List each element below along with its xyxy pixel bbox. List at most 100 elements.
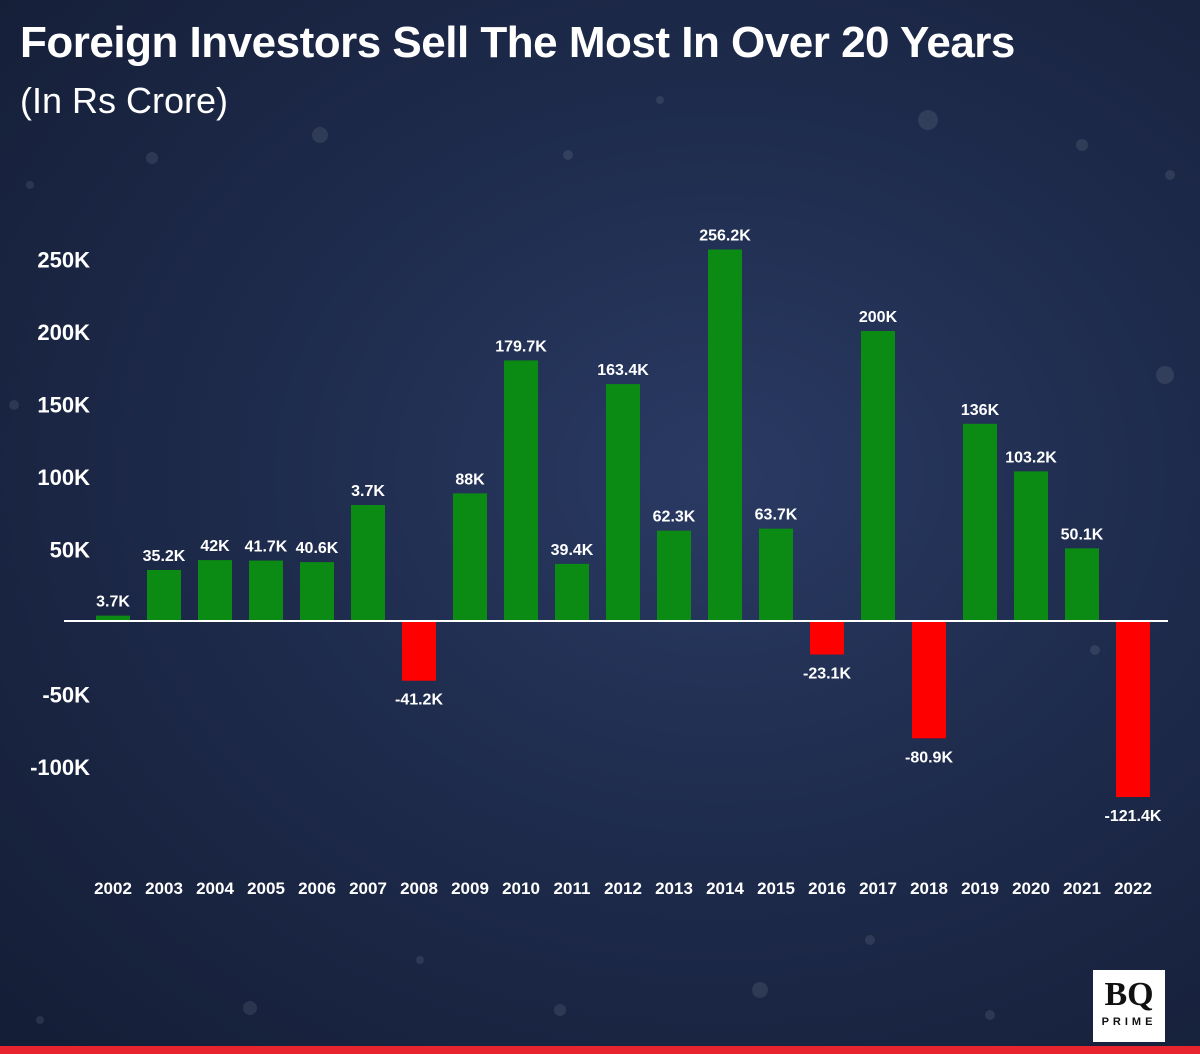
y-tick-label: 50K xyxy=(50,538,90,563)
x-tick-label-2017: 2017 xyxy=(859,879,897,898)
x-tick-label-2011: 2011 xyxy=(554,879,591,898)
bokeh-dot xyxy=(416,956,424,964)
bar-2022 xyxy=(1116,621,1150,798)
logo-mark: BQ xyxy=(1104,976,1154,1013)
chart-subtitle: (In Rs Crore) xyxy=(20,80,229,121)
bokeh-dot xyxy=(865,935,875,945)
background-bokeh xyxy=(9,96,1175,1024)
bokeh-dot xyxy=(656,96,664,104)
x-tick-label-2016: 2016 xyxy=(808,879,846,898)
data-label-2003: 35.2K xyxy=(143,548,186,565)
x-tick-label-2005: 2005 xyxy=(247,879,285,898)
data-label-2020: 103.2K xyxy=(1005,449,1057,466)
data-label-2004: 42K xyxy=(200,538,230,555)
bokeh-dot xyxy=(563,150,573,160)
bar-2020 xyxy=(1014,471,1048,621)
x-tick-label-2012: 2012 xyxy=(604,879,642,898)
data-label-2009: 88K xyxy=(455,471,485,488)
x-tick-label-2010: 2010 xyxy=(502,879,540,898)
bar-2002 xyxy=(96,615,130,621)
x-tick-label-2009: 2009 xyxy=(451,879,489,898)
bokeh-dot xyxy=(554,1004,566,1016)
bokeh-dot xyxy=(26,181,34,189)
bokeh-dot xyxy=(1090,645,1100,655)
y-tick-label: 200K xyxy=(37,320,90,345)
bar-2015 xyxy=(759,528,793,621)
bokeh-dot xyxy=(36,1016,44,1024)
bar-2019 xyxy=(963,423,997,621)
bar-2007 xyxy=(351,505,385,621)
bq-prime-logo: BQ PRIME xyxy=(1093,970,1165,1042)
x-tick-label-2021: 2021 xyxy=(1063,879,1101,898)
x-tick-label-2007: 2007 xyxy=(349,879,387,898)
x-tick-label-2004: 2004 xyxy=(196,879,234,898)
data-label-2017: 200K xyxy=(859,309,898,326)
bokeh-dot xyxy=(918,110,938,130)
x-tick-label-2015: 2015 xyxy=(757,879,795,898)
bars-group xyxy=(96,249,1150,798)
x-tick-label-2014: 2014 xyxy=(706,879,744,898)
bar-2009 xyxy=(453,493,487,621)
data-label-2006: 40.6K xyxy=(296,540,339,557)
bar-2005 xyxy=(249,560,283,621)
bokeh-dot xyxy=(1076,139,1088,151)
bar-2004 xyxy=(198,560,232,621)
bar-2006 xyxy=(300,562,334,621)
bar-2013 xyxy=(657,530,691,621)
bar-2012 xyxy=(606,384,640,621)
bottom-accent-bar xyxy=(0,1046,1200,1054)
bokeh-dot xyxy=(1165,170,1175,180)
logo-subtext: PRIME xyxy=(1101,1016,1157,1028)
bar-2008 xyxy=(402,621,436,681)
x-axis-ticks: 2002 2003 2004 2005 2006 2007 2008 2009 2010 2011… xyxy=(94,879,1152,898)
data-label-2012: 163.4K xyxy=(597,362,649,379)
x-tick-label-2002: 2002 xyxy=(94,879,132,898)
bokeh-dot xyxy=(985,1010,995,1020)
bar-2011 xyxy=(555,563,589,621)
data-label-2014: 256.2K xyxy=(699,228,751,245)
x-tick-label-2020: 2020 xyxy=(1012,879,1050,898)
bar-2010 xyxy=(504,360,538,621)
y-tick-label: 100K xyxy=(37,465,90,490)
bar-2018 xyxy=(912,621,946,739)
x-tick-label-2018: 2018 xyxy=(910,879,948,898)
bokeh-dot xyxy=(243,1001,257,1015)
y-tick-label: -50K xyxy=(42,683,90,708)
bar-2003 xyxy=(147,569,181,621)
data-label-2022: -121.4K xyxy=(1105,808,1162,825)
data-label-2007: 3.7K xyxy=(351,483,385,500)
bar-2021 xyxy=(1065,548,1099,621)
bokeh-dot xyxy=(1156,366,1174,384)
y-tick-label: -100K xyxy=(30,755,90,780)
bokeh-dot xyxy=(146,152,158,164)
x-tick-label-2003: 2003 xyxy=(145,879,183,898)
bokeh-dot xyxy=(312,127,328,143)
data-label-2019: 136K xyxy=(961,402,1000,419)
data-label-2011: 39.4K xyxy=(551,542,594,559)
data-label-2013: 62.3K xyxy=(653,509,696,526)
data-labels-group: 3.7K 35.2K 42K 41.7K 40.6K 3.7K -41.2K 88K 179.7… xyxy=(96,228,1162,826)
x-tick-label-2019: 2019 xyxy=(961,879,999,898)
data-label-2015: 63.7K xyxy=(755,507,798,524)
y-tick-label: 150K xyxy=(37,393,90,418)
bar-2014 xyxy=(708,249,742,621)
x-tick-label-2013: 2013 xyxy=(655,879,693,898)
data-label-2002: 3.7K xyxy=(96,594,130,611)
y-axis-ticks: 250K 200K 150K 100K 50K -50K -100K xyxy=(30,248,90,781)
data-label-2016: -23.1K xyxy=(803,665,851,682)
data-label-2021: 50.1K xyxy=(1061,526,1104,543)
data-label-2018: -80.9K xyxy=(905,749,953,766)
bar-2017 xyxy=(861,331,895,621)
data-label-2010: 179.7K xyxy=(495,338,547,355)
bokeh-dot xyxy=(752,982,768,998)
data-label-2005: 41.7K xyxy=(245,539,288,556)
x-tick-label-2022: 2022 xyxy=(1114,879,1152,898)
x-tick-label-2006: 2006 xyxy=(298,879,336,898)
chart-title: Foreign Investors Sell The Most In Over … xyxy=(20,18,1015,67)
x-tick-label-2008: 2008 xyxy=(400,879,438,898)
bar-2016 xyxy=(810,621,844,655)
bokeh-dot xyxy=(9,400,19,410)
y-tick-label: 250K xyxy=(37,248,90,273)
data-label-2008: -41.2K xyxy=(395,692,443,709)
